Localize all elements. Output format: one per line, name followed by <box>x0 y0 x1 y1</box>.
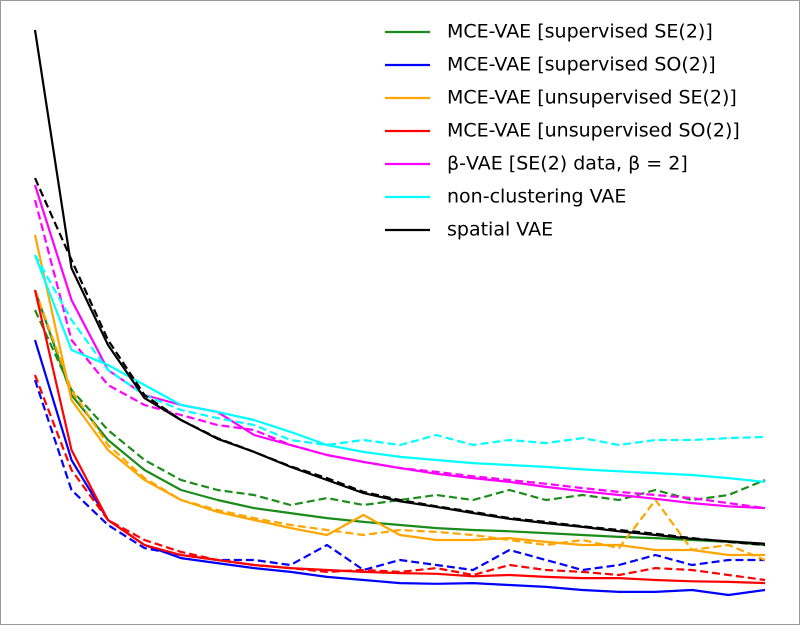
line <box>33 184 766 510</box>
legend-label: MCE-VAE [unsupervised SE(2)] <box>447 87 737 109</box>
legend-label: MCE-VAE [supervised SO(2)] <box>447 54 716 76</box>
dashed-line <box>33 177 766 547</box>
lines <box>33 29 766 597</box>
line <box>33 289 766 585</box>
line <box>33 289 766 547</box>
legend-label: MCE-VAE [supervised SE(2)] <box>447 21 713 43</box>
legend: MCE-VAE [supervised SE(2)] MCE-VAE [super… <box>385 21 740 241</box>
line <box>33 254 766 483</box>
legend-label: non-clustering VAE <box>447 186 626 208</box>
line <box>33 234 765 557</box>
dashed-line <box>33 289 766 562</box>
legend-label: β-VAE [SE(2) data, β = 2] <box>447 153 688 175</box>
legend-label: spatial VAE <box>447 219 553 241</box>
dashed-line <box>33 309 766 507</box>
dashed-line <box>33 374 766 582</box>
dashed-line <box>34 254 766 447</box>
legend-label: MCE-VAE [unsupervised SO(2)] <box>447 120 740 142</box>
line <box>33 29 766 545</box>
